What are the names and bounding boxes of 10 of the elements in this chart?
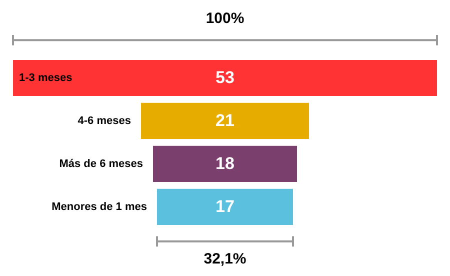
category-label: 4-6 meses	[78, 114, 131, 127]
text: 100%	[206, 10, 244, 27]
category-label: Más de 6 meses	[59, 158, 143, 170]
data-label: 21	[216, 110, 234, 130]
data-label: 17	[216, 196, 234, 216]
data-label: 18	[216, 154, 234, 173]
category-label: Menores de 1 mes	[52, 200, 147, 213]
data-label: 53	[216, 68, 234, 87]
text: 32,1%	[204, 250, 246, 268]
category-label: 1-3 meses	[19, 72, 72, 84]
